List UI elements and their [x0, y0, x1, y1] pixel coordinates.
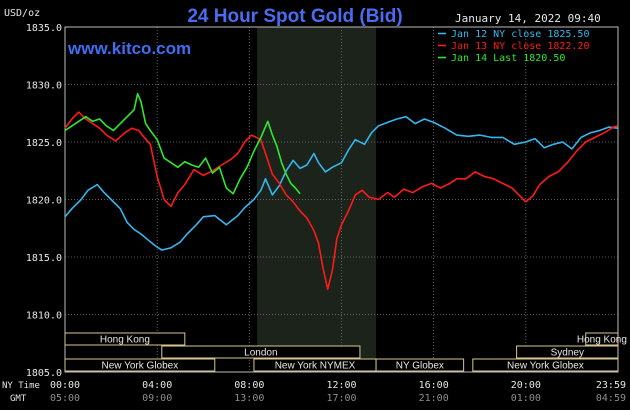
session-bar-box — [64, 332, 186, 346]
session-bar-box — [161, 345, 361, 359]
x-tick-ny: 08:00 — [234, 380, 264, 391]
session-bar-label: Sydney — [551, 348, 584, 359]
x-tick-gmt: 21:00 — [419, 393, 449, 404]
session-bar-label: New York Globex — [507, 361, 584, 372]
session-bar: Sydney — [516, 345, 619, 359]
session-bar-box — [516, 345, 619, 359]
x-tick-ny: 23:59 — [596, 380, 626, 391]
ny-time-label: NY Time — [2, 381, 40, 391]
datetime-label: January 14, 2022 09:40 — [455, 12, 601, 25]
y-axis-ticks: 1805.0 1810.0 1815.0 1820.0 1825.0 1830.0 1835… — [26, 23, 62, 379]
series-line-3 — [64, 92, 301, 195]
session-bar-label: Hong Kong — [100, 335, 150, 346]
units-label: USD/oz — [4, 8, 40, 19]
session-bar-box — [472, 358, 619, 372]
session-bar: New York NYMEX — [253, 358, 377, 372]
session-bar-label: New York NYMEX — [275, 361, 356, 372]
y-tick-label: 1830.0 — [26, 81, 62, 92]
session-bar-box — [585, 332, 619, 346]
x-tick-gmt: 17:00 — [326, 393, 356, 404]
plot-frame — [64, 26, 619, 373]
session-bar: Hong Kong — [577, 332, 627, 346]
session-bar-label: New York Globex — [102, 361, 179, 372]
y-tick-label: 1820.0 — [26, 196, 62, 207]
x-tick-ny: 04:00 — [142, 380, 172, 391]
x-tick-gmt: 04:59 — [596, 393, 626, 404]
y-tick-label: 1815.0 — [26, 253, 62, 264]
y-tick-label: 1810.0 — [26, 311, 62, 322]
session-bar: NY Globex — [375, 358, 465, 372]
x-tick-gmt: 05:00 — [50, 393, 80, 404]
x-tick-gmt: 13:00 — [234, 393, 264, 404]
legend-label: Jan 12 NY close 1825.50 — [451, 29, 589, 40]
session-bar-label: NY Globex — [396, 361, 444, 372]
legend-label: Jan 13 NY close 1822.20 — [451, 41, 589, 52]
legend-item: Jan 12 NY close 1825.50 — [438, 29, 589, 40]
x-tick-ny: 16:00 — [419, 380, 449, 391]
x-tick-gmt: 01:00 — [511, 393, 541, 404]
session-bars: Hong Kong Hong Kong London Sydney New York G… — [64, 332, 627, 372]
chart-title: 24 Hour Spot Gold (Bid) — [187, 6, 402, 27]
legend-item: Jan 13 NY close 1822.20 — [438, 41, 589, 52]
session-bar-box — [375, 358, 465, 372]
session-bar: New York Globex — [472, 358, 619, 372]
watermark: www.kitco.com — [67, 39, 191, 58]
x-tick-ny: 00:00 — [50, 380, 80, 391]
y-tick-label: 1835.0 — [26, 23, 62, 34]
x-axis-ticks: 00:00 05:00 04:00 09:00 08:00 13:00 12:00 17:00… — [50, 380, 626, 404]
x-tick-gmt: 09:00 — [142, 393, 172, 404]
legend-label: Jan 14 Last 1820.50 — [451, 53, 565, 64]
x-tick-ny: 12:00 — [326, 380, 356, 391]
x-tick-ny: 20:00 — [511, 380, 541, 391]
session-bar: New York Globex — [64, 358, 216, 372]
series-layer — [64, 92, 619, 291]
y-tick-label: 1825.0 — [26, 138, 62, 149]
legend-item: Jan 14 Last 1820.50 — [438, 53, 565, 64]
session-bar-label: London — [244, 348, 277, 359]
session-bar: London — [161, 345, 361, 359]
gmt-label: GMT — [10, 394, 27, 404]
y-tick-label: 1805.0 — [26, 368, 62, 379]
session-bar-label: Hong Kong — [577, 335, 627, 346]
session-bar-box — [64, 358, 216, 372]
series-line-1 — [64, 115, 618, 251]
series-line-2 — [64, 111, 619, 291]
session-bar: Hong Kong — [64, 332, 186, 346]
nymex-session-shade — [256, 27, 377, 372]
